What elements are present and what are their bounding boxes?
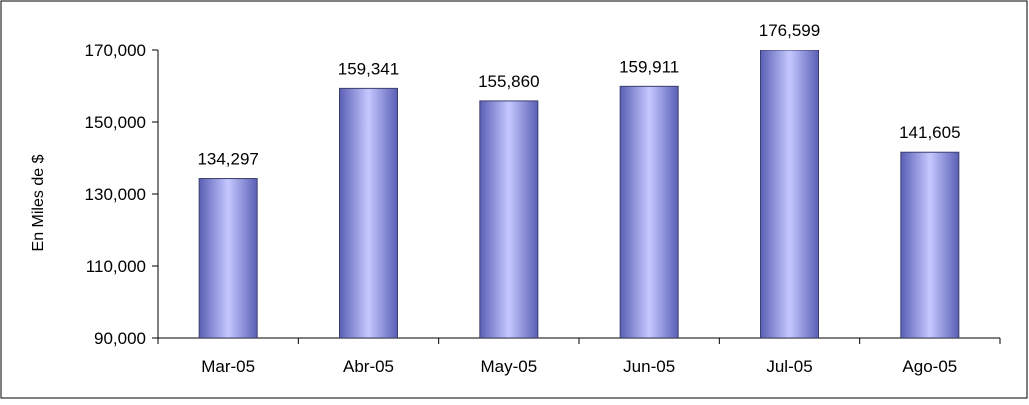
y-tick-label: 170,000 bbox=[85, 41, 146, 60]
x-tick-label: Mar-05 bbox=[201, 357, 255, 376]
bar bbox=[619, 85, 679, 338]
x-tick-label: Ago-05 bbox=[902, 357, 957, 376]
x-tick-label: May-05 bbox=[480, 357, 537, 376]
y-axis-title: En Miles de $ bbox=[30, 154, 47, 251]
bar bbox=[339, 87, 398, 338]
data-label: 176,599 bbox=[759, 21, 820, 40]
x-tick-label: Jun-05 bbox=[623, 357, 675, 376]
y-tick-label: 130,000 bbox=[85, 185, 146, 204]
data-label: 159,341 bbox=[338, 59, 399, 78]
y-axis: 90,000 110,000 130,000 150,000 170,000 bbox=[85, 41, 159, 348]
data-label: 159,911 bbox=[619, 57, 679, 76]
bar bbox=[900, 151, 960, 338]
data-label: 141,605 bbox=[899, 123, 960, 142]
x-tick-label: Jul-05 bbox=[766, 357, 812, 376]
x-tick-label: Abr-05 bbox=[343, 357, 394, 376]
bar bbox=[198, 178, 258, 338]
x-axis: Mar-05 Abr-05 May-05 Jun-05 Jul-05 Ago-05 bbox=[157, 337, 1001, 376]
bar bbox=[479, 100, 539, 338]
data-labels: 134,297 159,341 155,860 159,911 176,599 141,6… bbox=[197, 21, 960, 169]
bar bbox=[760, 50, 819, 338]
y-tick-label: 110,000 bbox=[86, 257, 146, 276]
bars bbox=[198, 50, 960, 338]
y-tick-label: 90,000 bbox=[94, 329, 146, 348]
data-label: 134,297 bbox=[197, 150, 258, 169]
data-label: 155,860 bbox=[478, 72, 539, 91]
y-tick-label: 150,000 bbox=[85, 113, 146, 132]
